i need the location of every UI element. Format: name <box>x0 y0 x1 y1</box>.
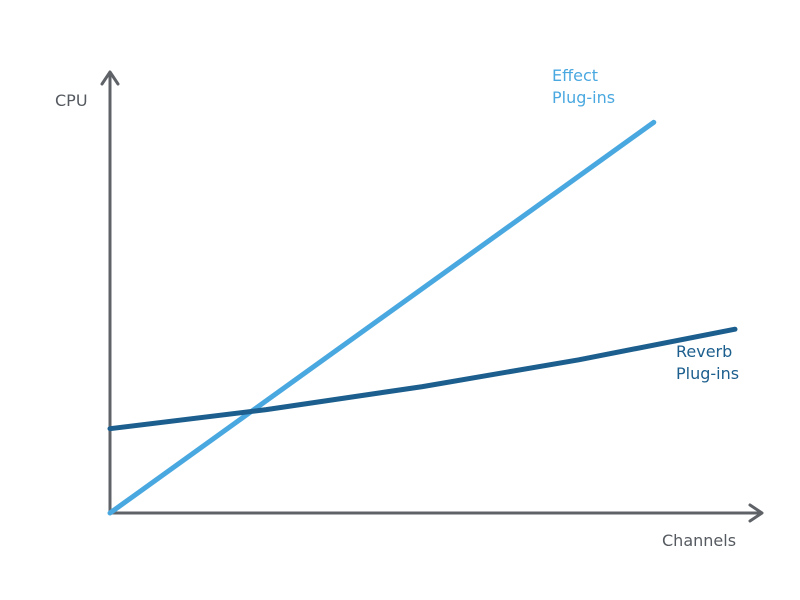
reverb-plug-ins-label: Reverb Plug-ins <box>676 342 739 383</box>
effect-plug-ins-label-line: Effect <box>552 66 598 85</box>
y-axis-label: CPU <box>55 91 88 110</box>
plot-area: Effect Plug-ins Reverb Plug-ins <box>107 66 739 516</box>
effect-plug-ins-label-line: Plug-ins <box>552 88 615 107</box>
reverb-plug-ins-label-line: Plug-ins <box>676 364 739 383</box>
y-axis-arrow <box>100 70 120 86</box>
x-axis-label: Channels <box>662 531 736 550</box>
reverb-plug-ins-label-line: Reverb <box>676 342 732 361</box>
axes: CPU Channels <box>55 70 764 550</box>
x-axis-arrow <box>748 503 764 523</box>
reverb-plug-ins-line <box>107 326 738 432</box>
effect-plug-ins-line <box>107 119 657 516</box>
effect-plug-ins-label: Effect Plug-ins <box>552 66 615 107</box>
